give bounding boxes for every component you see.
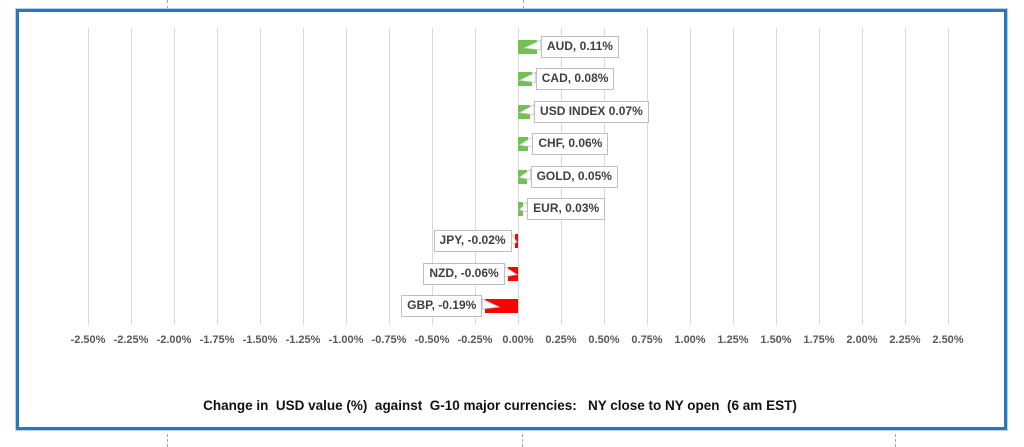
gridline: [646, 28, 648, 325]
x-axis-tick-label: 2.50%: [932, 334, 964, 346]
x-axis-tick-label: -1.25%: [285, 334, 321, 346]
gridline: [818, 28, 820, 325]
gridline: [861, 28, 863, 325]
data-label-aud[interactable]: AUD, 0.11%: [540, 36, 619, 58]
x-axis-tick-label: 1.00%: [674, 334, 706, 346]
page-break-dash: [167, 434, 168, 447]
page-break-dash: [895, 434, 896, 447]
gridline: [689, 28, 691, 325]
page-break-dash: [522, 434, 523, 447]
x-axis-tick-label: 2.25%: [889, 334, 921, 346]
gridline: [173, 28, 175, 325]
x-axis-tick-label: 1.25%: [717, 334, 749, 346]
gridline: [259, 28, 261, 325]
data-label-nzd[interactable]: NZD, -0.06%: [423, 262, 505, 285]
data-label-gbp[interactable]: GBP, -0.19%: [401, 295, 483, 317]
x-axis-tick-label: -1.75%: [199, 334, 235, 346]
x-axis-tick-label: 0.75%: [631, 334, 663, 346]
data-label-gold[interactable]: GOLD, 0.05%: [530, 165, 618, 188]
gridline: [302, 28, 304, 325]
x-axis-tick-label: -1.00%: [328, 334, 364, 346]
x-axis-tick-label: -2.00%: [156, 334, 192, 346]
x-axis-tick-label: -2.50%: [70, 334, 106, 346]
x-axis-tick-label: -1.50%: [242, 334, 278, 346]
gridline: [775, 28, 777, 325]
x-axis-tick-label: -2.25%: [113, 334, 149, 346]
gridline: [947, 28, 949, 325]
x-axis-tick-label: 0.00%: [502, 334, 534, 346]
gridline: [732, 28, 734, 325]
gridline: [87, 28, 89, 325]
gridline: [474, 28, 476, 325]
gridline: [130, 28, 132, 325]
x-axis-tick-label: 1.50%: [760, 334, 792, 346]
gridline: [904, 28, 906, 325]
x-axis-tick-label: 0.50%: [588, 334, 620, 346]
x-axis-tick-label: 2.00%: [846, 334, 878, 346]
bar-gbp[interactable]: [485, 299, 518, 313]
gridline: [431, 28, 433, 325]
data-label-usd-index[interactable]: USD INDEX 0.07%: [534, 100, 649, 123]
data-label-eur[interactable]: EUR, 0.03%: [527, 197, 606, 220]
page-break-dash: [167, 0, 168, 9]
bar-cad[interactable]: [518, 72, 532, 87]
bar-aud[interactable]: [518, 40, 537, 54]
bar-chf[interactable]: [518, 137, 529, 152]
bar-jpy[interactable]: [514, 234, 518, 249]
x-axis-tick-label: 1.75%: [803, 334, 835, 346]
x-axis-tick-label: -0.50%: [414, 334, 450, 346]
x-axis-tick-label: 0.25%: [545, 334, 577, 346]
data-label-chf[interactable]: CHF, 0.06%: [532, 133, 609, 156]
page-break-dash: [523, 0, 524, 9]
x-axis-tick-label: -0.75%: [371, 334, 407, 346]
x-axis-tick-label: -0.25%: [457, 334, 493, 346]
bar-eur[interactable]: [518, 201, 524, 216]
gridline: [345, 28, 347, 325]
bar-nzd[interactable]: [507, 266, 518, 281]
chart-frame[interactable]: [15, 8, 1008, 431]
bar-gold[interactable]: [518, 169, 527, 184]
chart-title[interactable]: Change in USD value (%) against G-10 maj…: [203, 398, 797, 413]
gridline: [388, 28, 390, 325]
data-label-jpy[interactable]: JPY, -0.02%: [433, 230, 512, 253]
data-label-cad[interactable]: CAD, 0.08%: [535, 68, 615, 91]
bar-usd-index[interactable]: [518, 104, 531, 119]
gridline: [216, 28, 218, 325]
